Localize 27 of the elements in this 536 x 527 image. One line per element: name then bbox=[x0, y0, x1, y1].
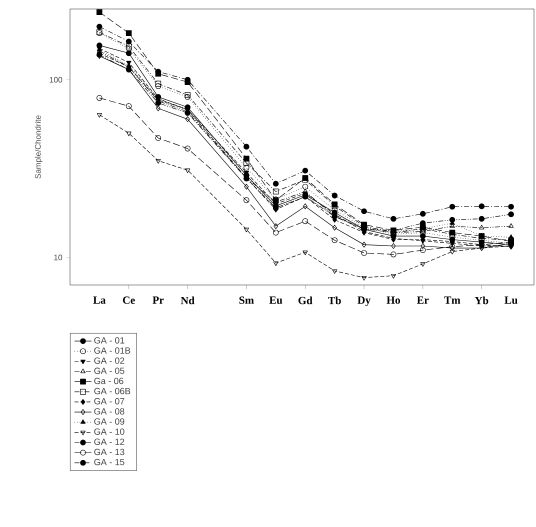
x-tick-label: Eu bbox=[269, 296, 282, 304]
x-tick-label: Dy bbox=[358, 296, 371, 306]
legend-label: GA - 01B bbox=[94, 347, 130, 354]
legend-label: GA - 12 bbox=[94, 438, 124, 445]
x-tick-label: Tb bbox=[328, 296, 341, 304]
x-tick-label: Er bbox=[416, 296, 429, 304]
legend-label: GA - 05 bbox=[94, 368, 124, 374]
legend-label: GA - 01 bbox=[94, 337, 124, 344]
x-tick-label: Sm bbox=[239, 296, 254, 304]
legend-label: GA - 08 bbox=[94, 408, 124, 415]
x-tick-label: Yb bbox=[474, 296, 488, 304]
legend-label: GA - 13 bbox=[94, 448, 124, 456]
legend-label: Ga - 06 bbox=[94, 378, 124, 384]
x-tick-label: Lu bbox=[504, 296, 518, 304]
x-tick-label: La bbox=[93, 296, 106, 304]
legend-label: GA - 15 bbox=[94, 458, 124, 466]
legend-label: GA - 06B bbox=[94, 388, 130, 394]
x-tick-label: Nd bbox=[180, 296, 194, 304]
x-tick-label: Ce bbox=[122, 296, 135, 304]
x-tick-label: Tm bbox=[444, 296, 460, 304]
x-tick-label: Gd bbox=[298, 296, 312, 304]
x-tick-label: Ho bbox=[386, 296, 400, 304]
x-tick-label: Pr bbox=[152, 296, 164, 304]
legend-label: GA - 10 bbox=[94, 428, 124, 435]
legend-label: GA - 09 bbox=[94, 418, 124, 425]
legend-label: GA - 02 bbox=[94, 357, 124, 364]
legend-label: GA - 07 bbox=[94, 398, 124, 404]
